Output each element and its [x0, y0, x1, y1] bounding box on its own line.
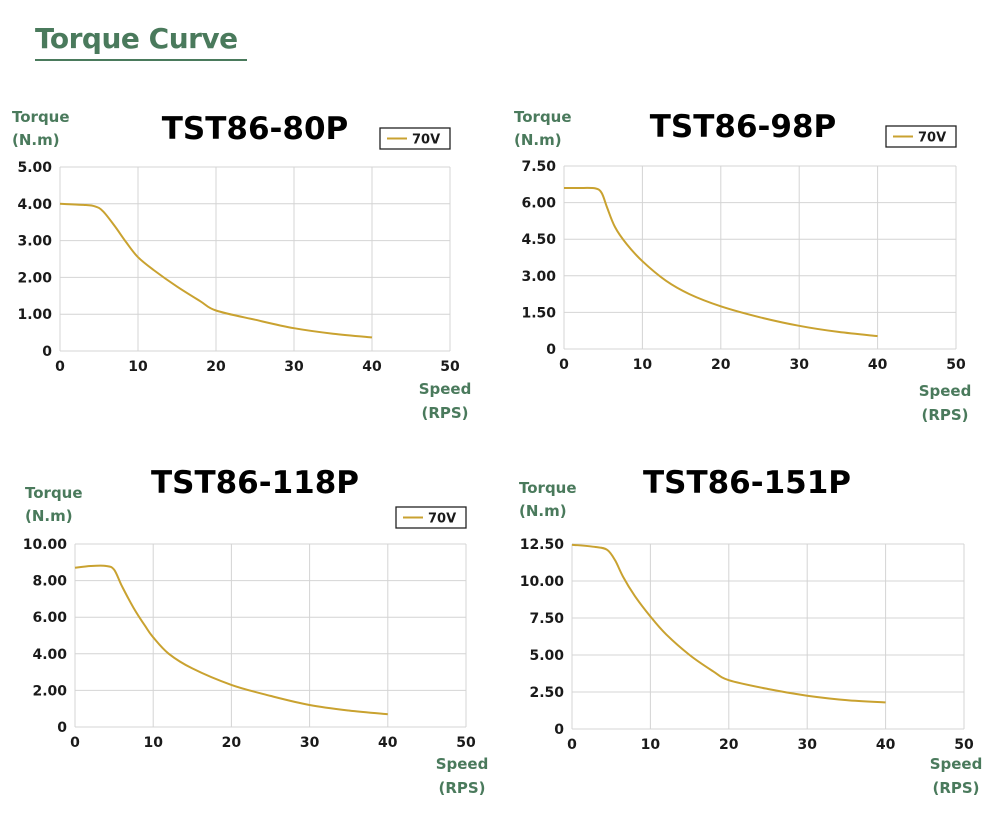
x-tick-label: 10	[128, 359, 148, 375]
chart-tst86-151p: 0 2.50 5.00 7.50 10.00 12.50 0 10 20 30 40 50 TST86-…	[519, 465, 983, 797]
y-tick-label: 1.50	[521, 305, 556, 321]
legend-label: 70V	[918, 131, 946, 146]
x-axis-label: (RPS)	[421, 404, 468, 422]
x-tick-label: 0	[559, 357, 569, 373]
x-tick-label: 40	[362, 359, 382, 375]
x-tick-label: 50	[456, 735, 476, 751]
y-axis-label: (N.m)	[12, 131, 60, 149]
series-line-70v	[59, 202, 373, 339]
y-tick-label: 4.00	[32, 647, 67, 663]
y-tick-label: 3.00	[521, 269, 556, 285]
x-axis-label: Speed	[919, 382, 972, 400]
y-tick-label: 8.00	[32, 574, 67, 590]
chart-title: TST86-80P	[162, 111, 348, 147]
x-tick-label: 10	[143, 735, 163, 751]
chart-tst86-80p: 0 1.00 2.00 3.00 4.00 5.00 0 10 20 30 40 50 TST86-80…	[12, 108, 472, 422]
legend-box	[885, 125, 957, 148]
y-tick-label: 5.00	[529, 648, 564, 664]
chart-tst86-98p: 0 1.50 3.00 4.50 6.00 7.50 0 10 20 30 40 50 TST86-98…	[514, 108, 972, 424]
y-tick-label: 7.50	[521, 159, 556, 175]
y-tick-label: 7.50	[529, 611, 564, 627]
x-axis-label: (RPS)	[932, 779, 979, 797]
legend-box	[395, 506, 467, 529]
series-line-70v	[571, 543, 886, 704]
y-tick-label: 5.00	[17, 160, 52, 176]
x-tick-label: 20	[719, 737, 739, 753]
x-tick-label: 20	[206, 359, 226, 375]
y-tick-label: 10.00	[23, 537, 68, 553]
chart-tst86-118p: 0 2.00 4.00 6.00 8.00 10.00 0 10 20 30 40 50 TST86-1…	[23, 465, 489, 797]
y-tick-label: 2.50	[529, 685, 564, 701]
y-tick-label: 0	[57, 720, 67, 736]
x-tick-label: 10	[633, 357, 653, 373]
x-axis-label: Speed	[419, 380, 472, 398]
x-tick-label: 40	[378, 735, 398, 751]
y-tick-label: 0	[42, 344, 52, 360]
x-tick-label: 20	[222, 735, 242, 751]
y-tick-label: 2.00	[17, 270, 52, 286]
y-axis-label: Torque	[12, 108, 70, 126]
x-tick-label: 30	[789, 357, 809, 373]
x-axis-label: (RPS)	[921, 406, 968, 424]
x-tick-label: 30	[797, 737, 817, 753]
legend-label: 70V	[412, 133, 440, 148]
legend-box	[379, 127, 451, 150]
legend-label: 70V	[428, 512, 456, 527]
y-tick-label: 10.00	[520, 574, 565, 590]
chart-title: TST86-151P	[643, 465, 851, 501]
y-tick-label: 3.00	[17, 234, 52, 250]
y-axis-label: (N.m)	[514, 131, 562, 149]
y-axis-label: Torque	[25, 484, 83, 502]
y-axis-label: (N.m)	[25, 507, 73, 525]
title-underline	[35, 59, 247, 61]
y-tick-label: 12.50	[520, 537, 565, 553]
x-tick-label: 50	[440, 359, 460, 375]
y-tick-label: 2.00	[32, 683, 67, 699]
y-axis-label: (N.m)	[519, 502, 567, 520]
x-tick-label: 50	[954, 737, 974, 753]
y-tick-label: 0	[554, 722, 564, 738]
chart-title: TST86-98P	[650, 109, 836, 145]
y-axis-label: Torque	[514, 108, 572, 126]
x-tick-label: 0	[55, 359, 65, 375]
x-tick-label: 0	[70, 735, 80, 751]
x-tick-label: 10	[641, 737, 661, 753]
y-tick-label: 0	[546, 342, 556, 358]
y-tick-label: 6.00	[32, 610, 67, 626]
x-tick-label: 30	[300, 735, 320, 751]
x-axis-label: Speed	[930, 755, 983, 773]
y-tick-label: 1.00	[17, 307, 52, 323]
series-line-70v	[74, 564, 388, 716]
chart-title: TST86-118P	[151, 465, 359, 501]
x-tick-label: 40	[868, 357, 888, 373]
x-tick-label: 50	[946, 357, 966, 373]
y-tick-label: 4.50	[521, 232, 556, 248]
x-axis-label: Speed	[436, 755, 489, 773]
page-title: Torque Curve	[35, 22, 238, 55]
x-tick-label: 40	[876, 737, 896, 753]
y-tick-label: 4.00	[17, 197, 52, 213]
x-tick-label: 0	[567, 737, 577, 753]
y-axis-label: Torque	[519, 479, 577, 497]
x-axis-label: (RPS)	[438, 779, 485, 797]
series-line-70v	[563, 186, 878, 338]
y-tick-label: 6.00	[521, 196, 556, 212]
x-tick-label: 30	[284, 359, 304, 375]
x-tick-label: 20	[711, 357, 731, 373]
